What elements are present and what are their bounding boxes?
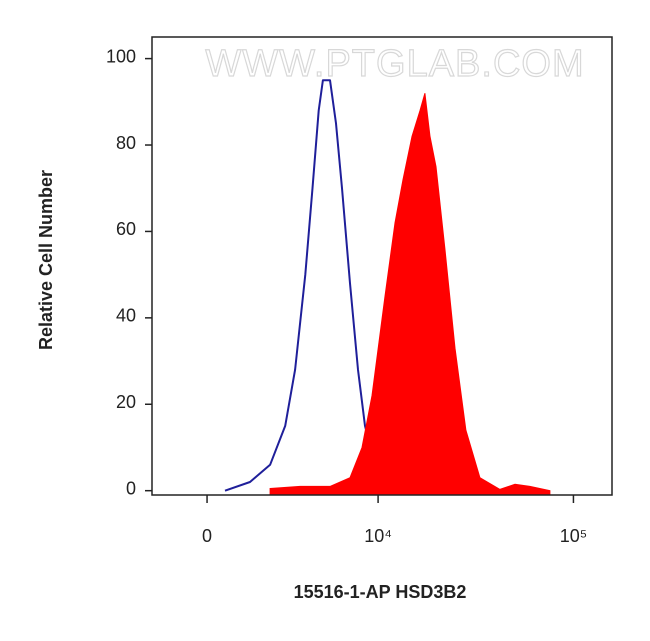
y-tick-label: 20 xyxy=(116,392,136,412)
x-tick-label: 0 xyxy=(202,526,212,546)
watermark: WWW.PTGLAB.COM xyxy=(205,43,584,85)
histogram-area xyxy=(269,93,551,496)
x-tick-label: 10⁴ xyxy=(364,526,392,546)
y-tick-label: 0 xyxy=(126,478,136,498)
y-axis-title: Relative Cell Number xyxy=(36,170,56,350)
x-axis-title: 15516-1-AP HSD3B2 xyxy=(294,582,467,602)
y-tick-label: 40 xyxy=(116,306,136,326)
y-tick-label: 100 xyxy=(106,46,136,66)
y-tick-label: 80 xyxy=(116,133,136,153)
x-tick-label: 10⁵ xyxy=(560,526,587,546)
y-tick-label: 60 xyxy=(116,219,136,239)
plot-frame xyxy=(151,36,613,496)
